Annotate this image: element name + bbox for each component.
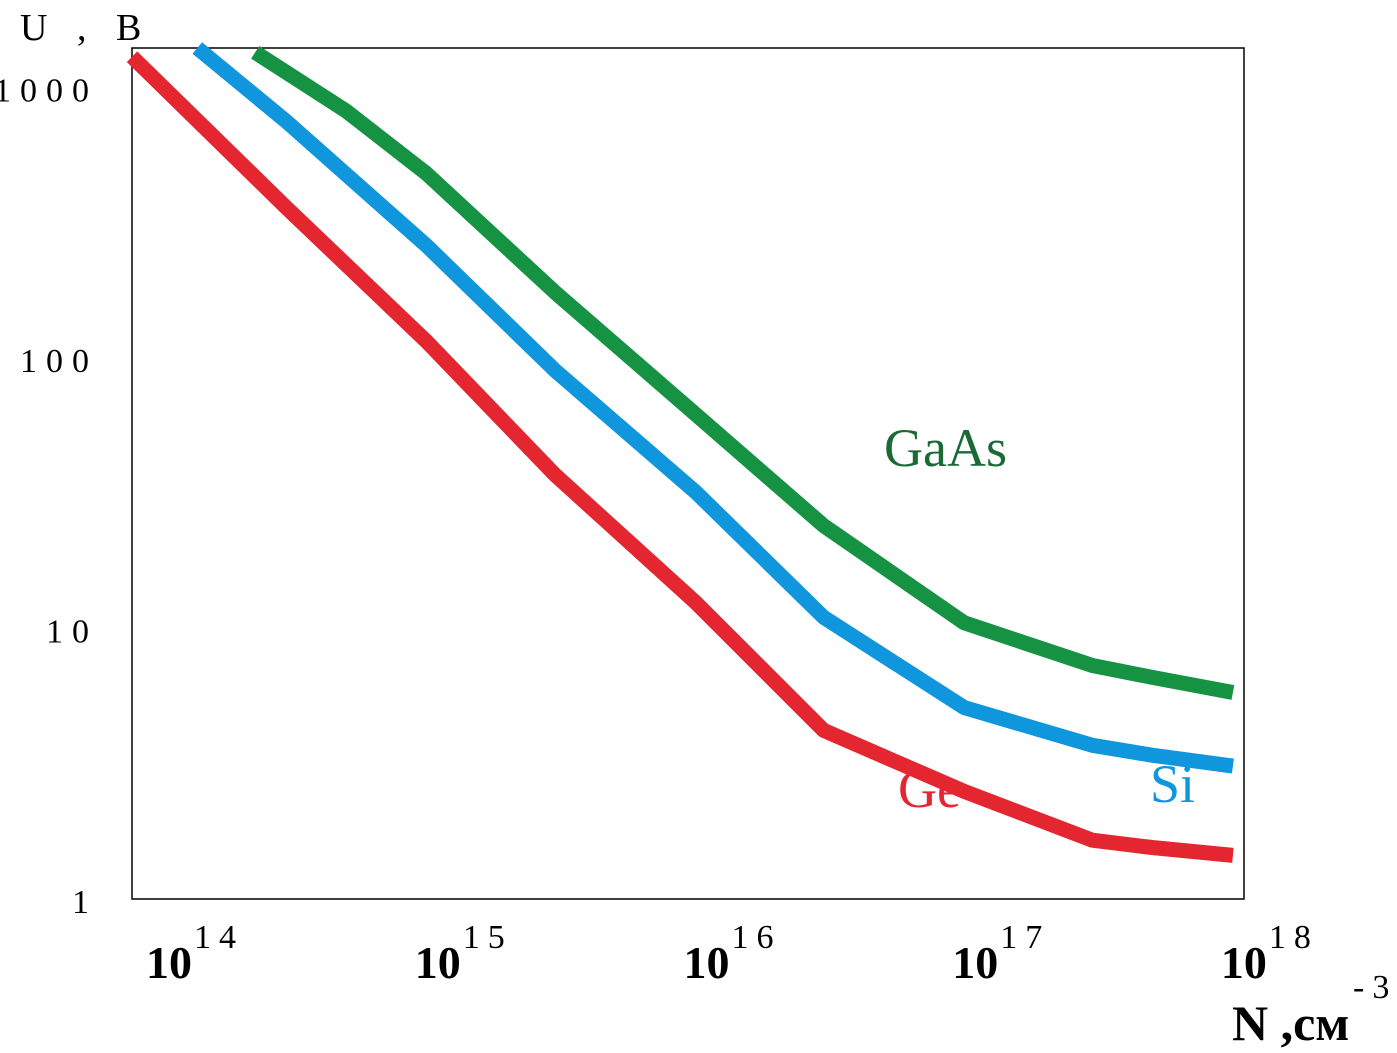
y-axis-label: U , B	[20, 7, 151, 49]
x-tick-exponent: 16	[732, 919, 782, 956]
x-tick-exponent: 17	[1000, 919, 1050, 956]
x-tick-base: 10	[684, 937, 730, 988]
x-tick-label-18: 10 18	[1221, 919, 1319, 988]
y-tick-label-10: 10	[46, 614, 98, 651]
x-tick-base: 10	[146, 937, 192, 988]
x-tick-labels: 10 14 10 15 10 16 10 17 10 18	[146, 919, 1319, 988]
x-tick-label-17: 10 17	[952, 919, 1050, 988]
series-label-ge: Ge	[898, 759, 961, 819]
x-tick-base: 10	[1221, 937, 1267, 988]
x-tick-exponent: 14	[194, 919, 244, 956]
y-tick-label-100: 100	[20, 343, 98, 380]
y-tick-labels: 1000 100 10 1	[0, 73, 98, 922]
x-tick-label-14: 10 14	[146, 919, 244, 988]
x-tick-exponent: 15	[463, 919, 513, 956]
x-tick-exponent: 18	[1269, 919, 1319, 956]
series-line-gaas	[251, 45, 1235, 700]
x-tick-base: 10	[415, 937, 461, 988]
svg-text:-3: -3	[1353, 969, 1397, 1006]
y-tick-label-1: 1	[72, 884, 98, 921]
series-layer	[126, 42, 1235, 863]
series-label-si: Si	[1150, 754, 1195, 814]
series-line-ge	[126, 51, 1234, 863]
x-tick-base: 10	[952, 937, 998, 988]
plot-frame	[131, 47, 1245, 900]
y-tick-label-1000: 1000	[0, 73, 98, 110]
x-axis-label: N ,см -3	[1232, 969, 1397, 1051]
series-line-si	[192, 42, 1234, 774]
series-label-gaas: GaAs	[884, 418, 1007, 478]
x-tick-label-16: 10 16	[684, 919, 782, 988]
x-tick-label-15: 10 15	[415, 919, 513, 988]
svg-text:N ,см: N ,см	[1232, 995, 1349, 1051]
